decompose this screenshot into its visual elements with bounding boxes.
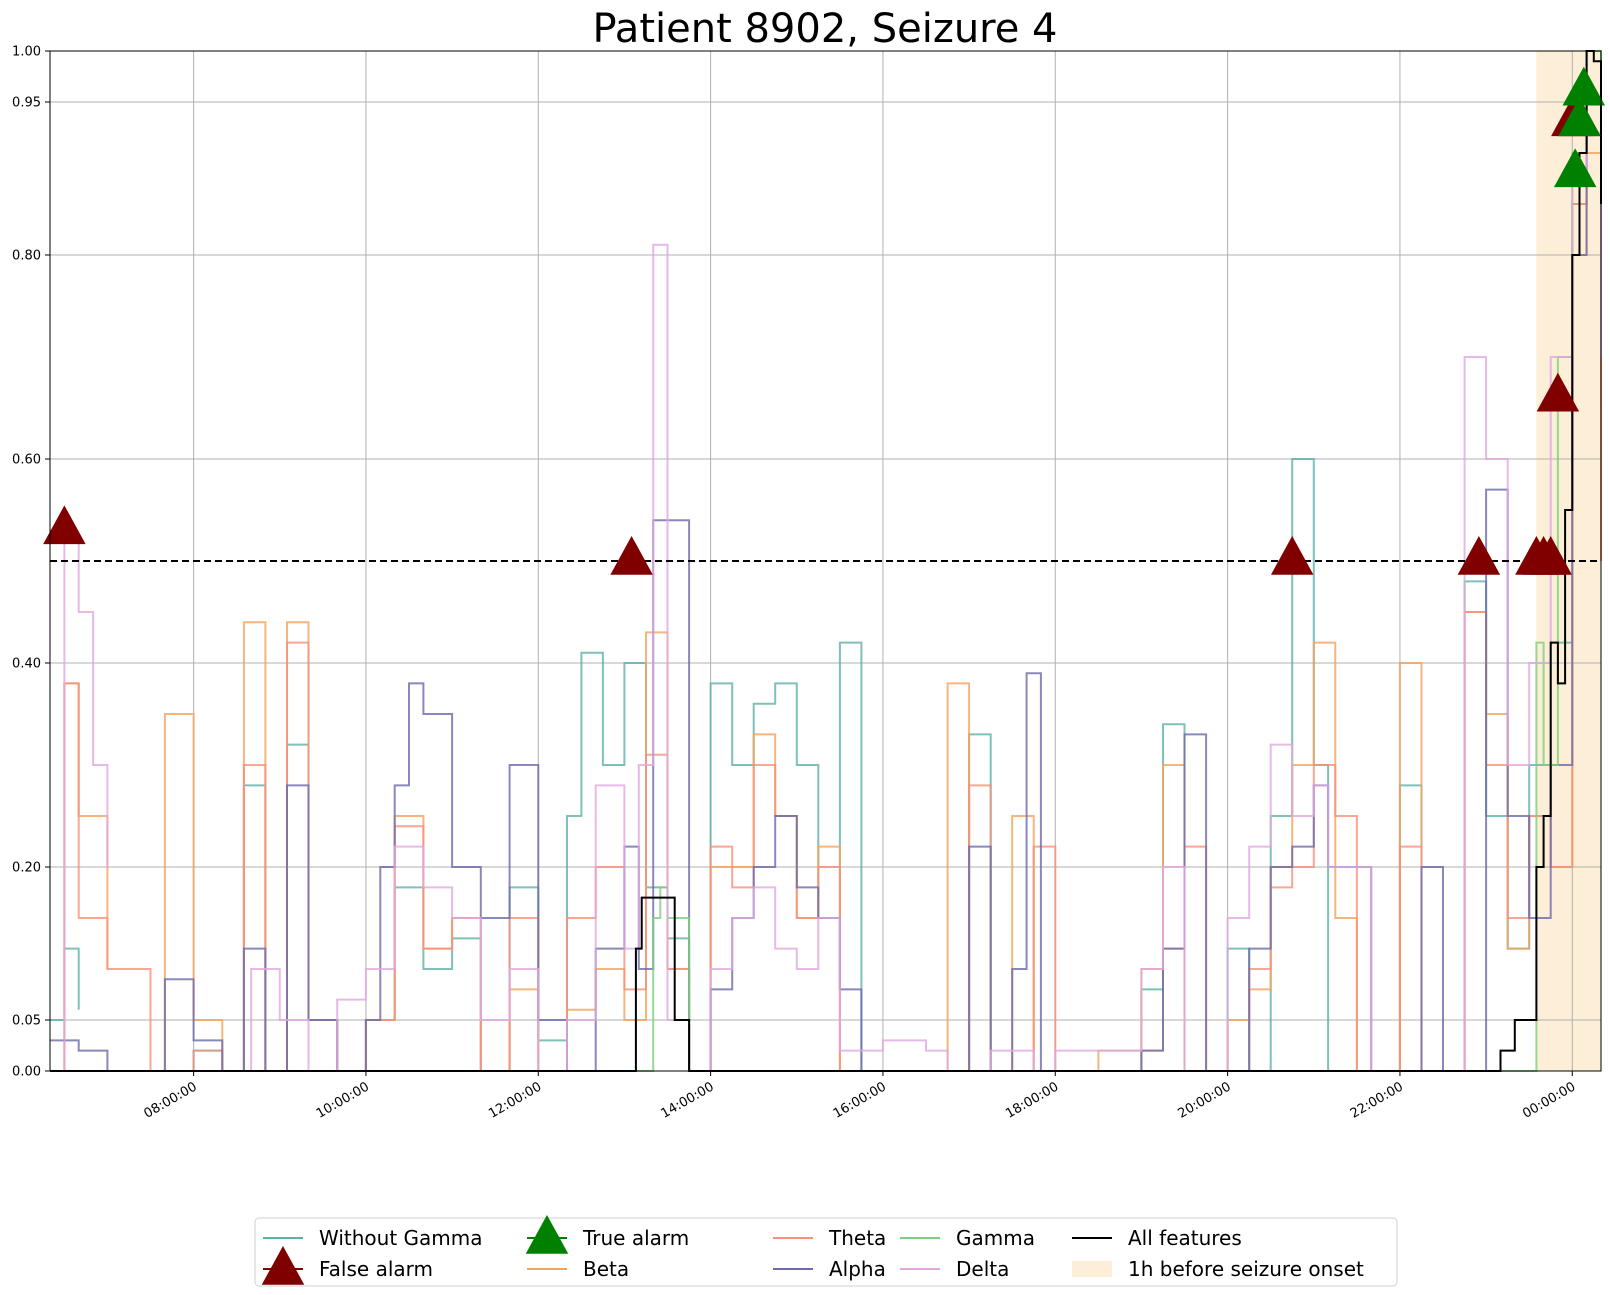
false-alarm-marker [43, 505, 86, 545]
chart-title: Patient 8902, Seizure 4 [592, 6, 1057, 52]
x-tick-label: 08:00:00 [142, 1079, 200, 1121]
legend-label: False alarm [319, 1257, 433, 1281]
plot-frame [49, 50, 1602, 1072]
legend-label: Gamma [956, 1226, 1035, 1250]
legend-label: Alpha [829, 1257, 886, 1281]
x-tick-label: 18:00:00 [1003, 1079, 1061, 1121]
x-tick-label: 00:00:00 [1520, 1079, 1578, 1121]
x-tick-label: 10:00:00 [314, 1079, 372, 1121]
x-tick-label: 16:00:00 [831, 1079, 889, 1121]
y-tick-label: 0.20 [12, 861, 41, 876]
false-alarm-marker [1536, 372, 1580, 412]
false-alarm-marker [1457, 535, 1501, 575]
y-tick-label: 1.00 [12, 45, 41, 60]
false-alarm-marker [610, 535, 653, 575]
x-tick-label: 14:00:00 [659, 1079, 717, 1121]
true-alarm-marker [1562, 66, 1606, 106]
false-alarm-marker [1270, 535, 1314, 575]
legend-label: Without Gamma [319, 1226, 483, 1250]
legend: Without Gamma False alarm True alarm Beta Th… [254, 1214, 1398, 1287]
y-tick-label: 0.80 [12, 249, 41, 264]
y-tick-label: 0.05 [12, 1014, 41, 1029]
y-tick-label: 0.95 [12, 96, 41, 111]
x-tick-label: 22:00:00 [1348, 1079, 1406, 1121]
y-tick-label: 0.40 [12, 657, 41, 672]
x-tick-label: 20:00:00 [1176, 1079, 1234, 1121]
legend-label: True alarm [582, 1226, 689, 1250]
legend-label: Beta [583, 1257, 629, 1281]
legend-label: Delta [956, 1257, 1009, 1281]
true-alarm-marker [1553, 148, 1597, 188]
x-tick-label: 12:00:00 [486, 1079, 544, 1121]
marker-layer [43, 66, 1606, 575]
y-tick-label: 0.00 [12, 1065, 41, 1080]
legend-true-alarm-marker [525, 1214, 569, 1254]
legend-false-alarm-marker [261, 1245, 305, 1285]
legend-label: Theta [828, 1226, 886, 1250]
y-tick-label: 0.60 [12, 453, 41, 468]
true-alarm-marker [1558, 97, 1601, 137]
false-alarm-marker [1529, 535, 1572, 575]
legend-swatch-onset-window [1072, 1261, 1112, 1277]
legend-label: 1h before seizure onset [1128, 1257, 1364, 1281]
legend-label: All features [1128, 1226, 1242, 1250]
